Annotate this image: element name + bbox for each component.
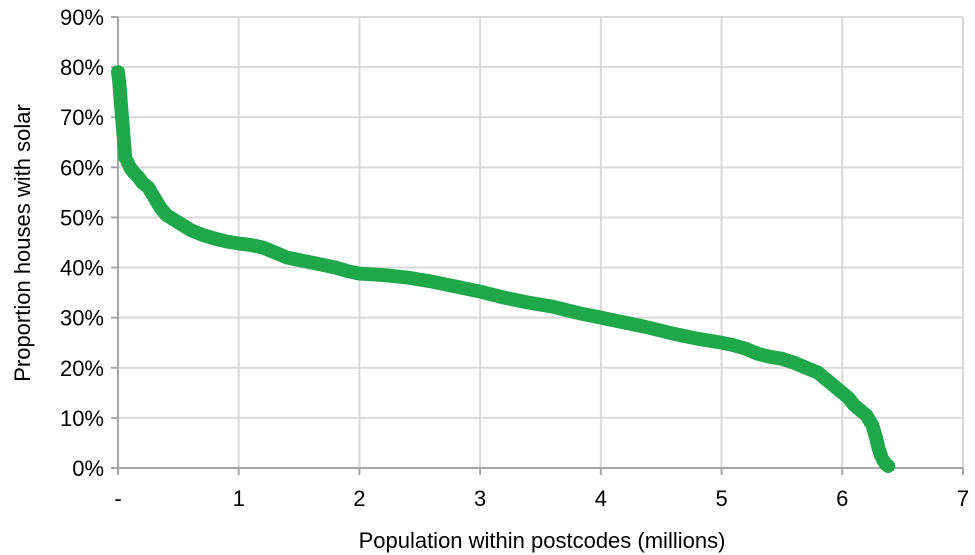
x-tick-label: 7 <box>957 486 969 511</box>
x-tick-labels: - 1 2 3 4 5 6 7 <box>114 486 969 511</box>
y-tick-label: 30% <box>60 306 104 331</box>
x-axis-title: Population within postcodes (millions) <box>359 528 726 553</box>
x-tick-label: 5 <box>715 486 727 511</box>
x-tick-label: 6 <box>836 486 848 511</box>
x-tick-label: - <box>114 486 121 511</box>
y-tick-label: 10% <box>60 406 104 431</box>
y-tick-label: 70% <box>60 105 104 130</box>
data-point <box>881 458 896 473</box>
y-tick-label: 40% <box>60 256 104 281</box>
x-tick-label: 3 <box>474 486 486 511</box>
y-axis-title: Proportion houses with solar <box>10 104 35 382</box>
axes <box>111 16 964 475</box>
y-tick-label: 80% <box>60 55 104 80</box>
x-tick-label: 1 <box>233 486 245 511</box>
y-tick-label: 0% <box>72 456 104 481</box>
grid-lines <box>118 16 964 468</box>
y-tick-label: 60% <box>60 155 104 180</box>
data-points <box>111 65 896 473</box>
y-tick-label: 50% <box>60 205 104 230</box>
y-tick-label: 20% <box>60 356 104 381</box>
x-tick-label: 4 <box>595 486 607 511</box>
x-tick-label: 2 <box>353 486 365 511</box>
y-tick-label: 90% <box>60 5 104 30</box>
y-tick-labels: 0% 10% 20% 30% 40% 50% 60% 70% 80% 90% <box>60 5 104 481</box>
